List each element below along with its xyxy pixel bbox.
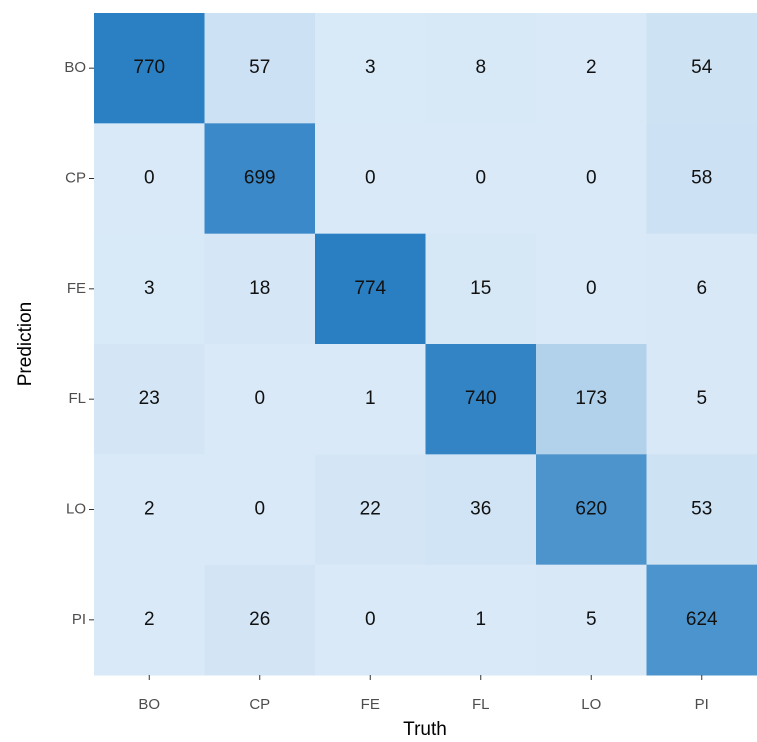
cell-label: 22 [360,499,381,520]
cell-label: 0 [475,168,486,189]
cell [425,454,537,566]
cell-label: 624 [686,609,718,630]
cell [94,344,205,455]
cell-label: 0 [144,168,155,189]
cell [204,233,316,345]
cell-label: 0 [586,278,597,299]
x-axis-title: Truth [403,719,447,740]
cell [315,233,426,345]
cell [204,454,316,566]
cell [94,564,205,676]
cell [425,233,537,345]
x-tick-label: FL [472,696,490,713]
y-tick-label: FE [67,280,86,297]
x-tick-label: LO [581,696,601,713]
x-tick-label: BO [138,696,160,713]
cell [94,13,205,124]
cell [315,564,426,676]
cell-label: 620 [575,499,607,520]
cell-label: 2 [144,499,155,520]
cell-label: 0 [254,499,265,520]
cell-label: 53 [691,499,712,520]
cell-label: 740 [465,388,497,409]
cell-label: 54 [691,57,713,78]
cell [536,233,647,345]
cell [204,123,316,235]
cell-label: 5 [586,609,597,630]
cell [425,123,537,235]
cell [646,454,757,566]
cell [315,13,426,124]
y-axis-title: Prediction [15,302,36,387]
cell [315,344,426,455]
cell-label: 0 [254,388,265,409]
cell [94,233,205,345]
cell [204,13,316,124]
cell-label: 2 [144,609,155,630]
cell [94,123,205,235]
cell [536,344,647,455]
cell [315,123,426,235]
cell-label: 8 [475,57,486,78]
cell [536,13,647,124]
cell-label: 23 [139,388,160,409]
cell-label: 1 [475,609,486,630]
y-tick-label: LO [66,500,86,517]
x-tick-label: CP [249,696,270,713]
cell-label: 699 [244,168,276,189]
x-tick-label: PI [695,696,709,713]
cell [204,564,316,676]
cell [425,344,537,455]
cell-label: 26 [249,609,270,630]
cell-label: 770 [133,57,165,78]
y-tick-label: FL [68,390,86,407]
cell [646,564,757,676]
cell-label: 0 [365,609,376,630]
cell [536,123,647,235]
y-tick-label: PI [72,611,86,628]
cell [425,13,537,124]
cell-label: 3 [144,278,155,299]
y-tick-label: BO [64,59,86,76]
cell [646,123,757,235]
cell-label: 18 [249,278,270,299]
cell [425,564,537,676]
y-tick-label: CP [65,169,86,186]
cell [536,564,647,676]
x-tick-label: FE [361,696,380,713]
cell [315,454,426,566]
cell [536,454,647,566]
cell-label: 0 [586,168,597,189]
cell-label: 173 [575,388,607,409]
cell-label: 0 [365,168,376,189]
cell [94,454,205,566]
cell-label: 1 [365,388,376,409]
cell-label: 58 [691,168,712,189]
cell-label: 15 [470,278,491,299]
cell [204,344,316,455]
cell-label: 2 [586,57,597,78]
cell [646,13,757,124]
cell [646,344,757,455]
cell-label: 57 [249,57,270,78]
cell-label: 774 [354,278,386,299]
cell-label: 5 [696,388,707,409]
cell-label: 6 [696,278,707,299]
cell [646,233,757,345]
cell-label: 3 [365,57,376,78]
cell-label: 36 [470,499,491,520]
